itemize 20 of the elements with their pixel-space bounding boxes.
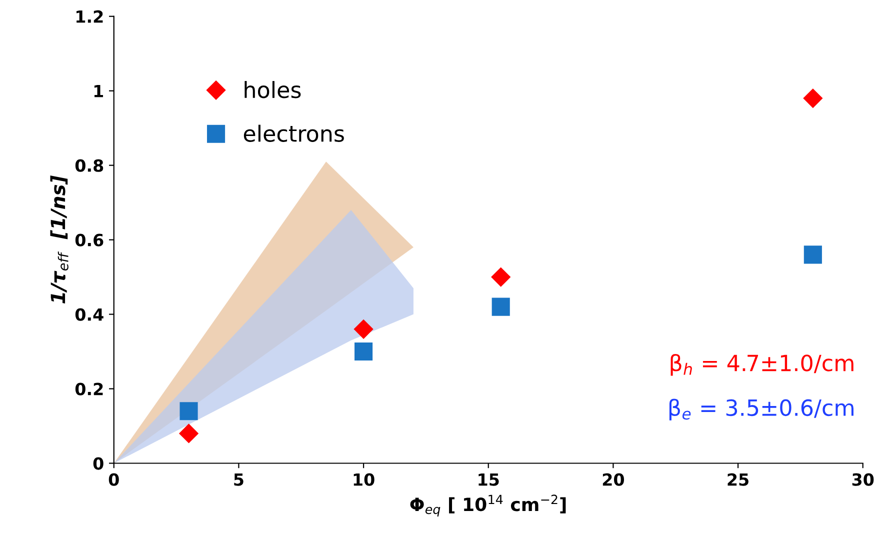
annotation: β$_{h}$ = 4.7±1.0/cm xyxy=(670,354,854,376)
y-tick-label: 0.4 xyxy=(75,308,104,321)
y-tick-label: 1 xyxy=(94,85,104,98)
y-tick-label: 0 xyxy=(93,457,104,470)
x-tick-label: 0 xyxy=(108,473,119,486)
y-axis-title: 1/τ$_{eff}$ [1/ns] xyxy=(50,175,68,304)
x-axis-title: Φ$_{eq}$ [ 10$^{14}$ cm$^{−2}$] xyxy=(410,494,566,517)
y-tick-label: 0.8 xyxy=(75,159,104,172)
legend-label: electrons xyxy=(244,124,344,142)
annotation: β$_{e}$ = 3.5±0.6/cm xyxy=(669,398,854,420)
x-tick-label: 30 xyxy=(852,473,874,486)
legend-label: holes xyxy=(244,81,301,98)
x-tick-label: 20 xyxy=(602,473,624,486)
x-tick-label: 15 xyxy=(478,473,499,486)
x-tick-label: 10 xyxy=(354,473,374,486)
x-tick-label: 25 xyxy=(728,473,748,486)
y-tick-label: 1.2 xyxy=(76,10,103,23)
y-tick-label: 0.6 xyxy=(75,234,104,246)
x-tick-label: 5 xyxy=(234,473,244,486)
y-tick-label: 0.2 xyxy=(75,382,103,396)
